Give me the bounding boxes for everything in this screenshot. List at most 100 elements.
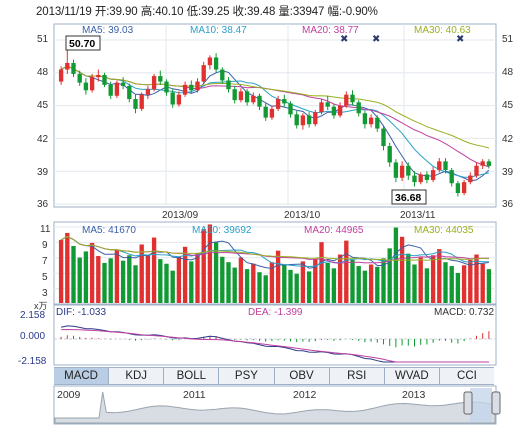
candle-body (375, 117, 380, 129)
timeline-year: 2013 (402, 389, 426, 401)
candle-body (406, 165, 411, 176)
price-tick-right: 36 (502, 199, 514, 210)
volume-tick: 11 (40, 224, 51, 235)
price-tick-left: 45 (37, 100, 49, 111)
volume-ma10-legend: MA10: 39692 (192, 225, 252, 236)
volume-bar (114, 249, 120, 303)
volume-ma30-legend: MA30: 44035 (414, 225, 474, 236)
volume-bar (331, 268, 337, 303)
price-tick-left: 51 (37, 34, 49, 45)
tab-kdj[interactable]: KDJ (109, 368, 165, 384)
volume-ma-line-ma30 (60, 235, 489, 261)
volume-bar (226, 262, 231, 303)
volume-bar (282, 264, 287, 303)
candle-body (89, 77, 95, 91)
volume-bar (195, 252, 200, 303)
volume-bar (288, 269, 293, 303)
price-ma-line-ma30 (60, 65, 490, 149)
event-marker-icon[interactable]: ✖ (456, 34, 464, 45)
quote-open: 开:39.90 (94, 6, 138, 18)
volume-bar (89, 242, 95, 303)
tab-boll[interactable]: BOLL (164, 368, 220, 384)
candle-body (176, 94, 182, 105)
volume-bar (182, 246, 188, 303)
volume-bar (269, 262, 275, 303)
timeline-left-handle[interactable] (463, 391, 473, 415)
timeline-right-handle[interactable] (491, 391, 501, 415)
event-marker-icon[interactable]: ✖ (372, 34, 380, 45)
volume-bar (263, 275, 268, 303)
price-tick-right: 39 (502, 167, 514, 178)
candle-body (158, 76, 163, 82)
tab-wvad[interactable]: WVAD (385, 368, 440, 384)
quote-volume: 量:33947 (278, 6, 325, 18)
quote-close: 收:39.48 (232, 6, 276, 18)
candle-body (418, 174, 423, 183)
candle-body (114, 82, 120, 96)
candle-body (170, 92, 175, 105)
volume-bar (145, 254, 151, 303)
tab-obv[interactable]: OBV (275, 368, 330, 384)
candle-body (244, 91, 250, 103)
candle-body (437, 161, 442, 171)
price-tick-right: 45 (502, 100, 514, 111)
tab-psy[interactable]: PSY (219, 368, 275, 384)
candle-body (77, 73, 82, 83)
candle-body (164, 81, 169, 93)
event-marker-icon[interactable]: ✖ (340, 34, 348, 45)
volume-bar (127, 255, 132, 303)
volume-bar (443, 262, 448, 303)
volume-bar (406, 253, 411, 303)
min-price-label: 36.68 (395, 192, 421, 204)
volume-bar (151, 237, 157, 303)
macd-tick: -2.158 (18, 356, 47, 367)
volume-bar (275, 250, 281, 303)
candle-body (282, 99, 287, 104)
price-tick-left: 48 (37, 67, 49, 78)
volume-bar (337, 254, 343, 303)
volume-bar (251, 263, 256, 303)
candle-body (102, 74, 107, 85)
price-tick-left: 42 (37, 134, 49, 145)
price-ma30-legend: MA30: 40.63 (414, 25, 471, 36)
volume-bar (480, 263, 485, 303)
candle-body (356, 102, 361, 114)
candle-body (238, 91, 244, 101)
macd-value-label: MACD: 0.732 (434, 307, 494, 318)
candle-body (71, 62, 76, 74)
volume-bar (300, 261, 306, 303)
candle-body (257, 95, 262, 107)
volume-bar (455, 272, 461, 303)
timeline-range-selection[interactable] (470, 388, 492, 422)
volume-tick: 5 (42, 272, 48, 283)
tab-rsi[interactable]: RSI (330, 368, 385, 384)
candle-body (300, 115, 306, 126)
candle-body (96, 74, 101, 78)
volume-bar (424, 268, 430, 303)
volume-bar (325, 262, 330, 303)
candle-body (325, 102, 330, 107)
candle-body (269, 108, 275, 118)
volume-bar (213, 242, 219, 303)
candle-body (58, 69, 64, 82)
volume-bar (133, 265, 138, 303)
volume-bar (176, 256, 182, 303)
volume-unit: x万 (34, 301, 48, 311)
volume-bar (71, 246, 76, 303)
date-label: 2013/10 (284, 210, 321, 221)
candle-body (331, 106, 337, 116)
quote-date: 2013/11/19 (36, 6, 92, 18)
volume-bar (344, 240, 349, 303)
tab-cci[interactable]: CCI (457, 370, 477, 382)
candle-body (251, 95, 256, 103)
volume-bar (201, 229, 206, 303)
volume-bar (207, 224, 213, 303)
volume-tick: 3 (42, 288, 48, 299)
price-ma5-legend: MA5: 39.03 (82, 25, 134, 36)
quote-summary: 2013/11/19 开:39.90 高:40.10 低:39.25 收:39.… (36, 3, 378, 19)
candle-body (127, 85, 132, 100)
tab-macd[interactable]: MACD (54, 368, 110, 384)
volume-bar (319, 242, 324, 303)
date-label: 2013/09 (162, 210, 199, 221)
